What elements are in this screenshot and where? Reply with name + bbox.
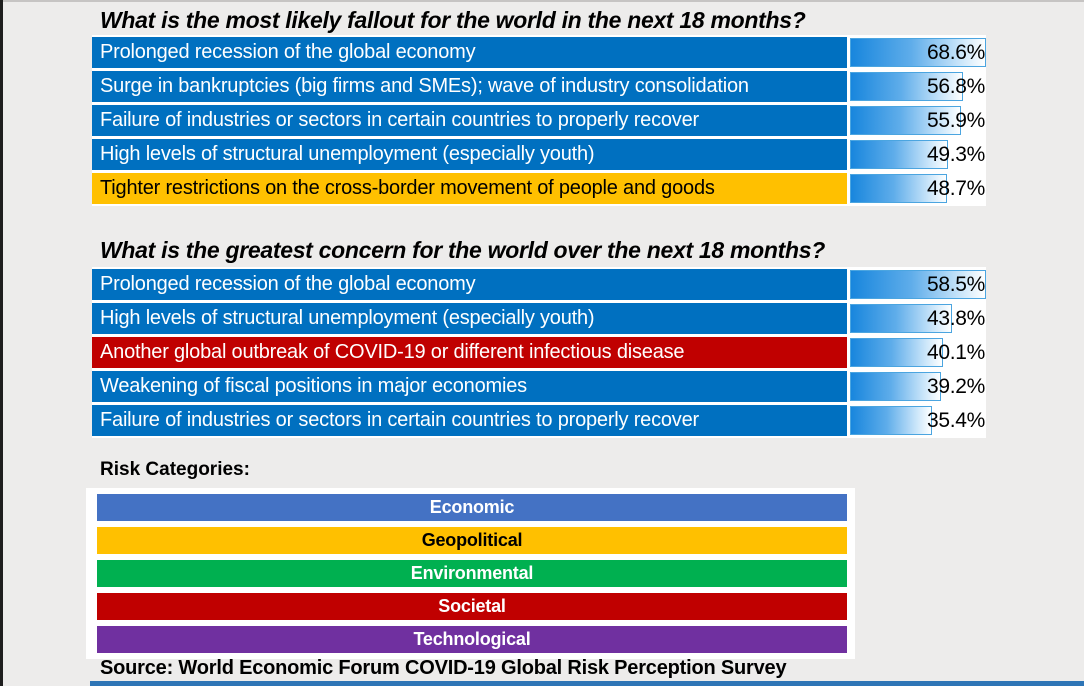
row-label: Failure of industries or sectors in cert… [92, 105, 847, 136]
bar-area: 58.5% [850, 269, 986, 300]
value-label: 55.9% [926, 109, 985, 132]
row-label: Surge in bankruptcies (big firms and SME… [92, 71, 847, 102]
data-bar [850, 140, 948, 169]
data-bar [850, 338, 944, 367]
chart-row: Failure of industries or sectors in cert… [92, 405, 986, 436]
data-bar [850, 174, 947, 203]
data-bar [850, 270, 986, 299]
bar-area: 40.1% [850, 337, 986, 368]
value-label: 58.5% [926, 273, 985, 296]
bar-area: 55.9% [850, 105, 986, 136]
value-label: 49.3% [926, 143, 985, 166]
section-1-bar-chart: Prolonged recession of the global econom… [92, 35, 986, 206]
left-border-line [0, 0, 3, 686]
legend-item-geopolitical: Geopolitical [97, 527, 847, 554]
value-label: 56.8% [926, 75, 985, 98]
top-border-line [0, 0, 1084, 2]
data-bar [850, 372, 942, 401]
data-bar [850, 406, 933, 435]
chart-row: High levels of structural unemployment (… [92, 303, 986, 334]
bar-area: 39.2% [850, 371, 986, 402]
chart-row: Failure of industries or sectors in cert… [92, 105, 986, 136]
legend-title: Risk Categories: [100, 459, 250, 480]
row-label: High levels of structural unemployment (… [92, 303, 847, 334]
data-bar [850, 38, 986, 67]
bar-area: 48.7% [850, 173, 986, 204]
row-label: Prolonged recession of the global econom… [92, 37, 847, 68]
value-label: 40.1% [926, 341, 985, 364]
chart-row: Another global outbreak of COVID-19 or d… [92, 337, 986, 368]
data-bar [850, 304, 952, 333]
chart-row: Tighter restrictions on the cross-border… [92, 173, 986, 204]
row-label: Weakening of fiscal positions in major e… [92, 371, 847, 402]
bar-area: 35.4% [850, 405, 986, 436]
chart-row: Surge in bankruptcies (big firms and SME… [92, 71, 986, 102]
legend-item-societal: Societal [97, 593, 847, 620]
section-2-title: What is the greatest concern for the wor… [100, 237, 825, 263]
chart-row: Weakening of fiscal positions in major e… [92, 371, 986, 402]
value-label: 35.4% [926, 409, 985, 432]
chart-row: High levels of structural unemployment (… [92, 139, 986, 170]
data-bar [850, 72, 963, 101]
value-label: 48.7% [926, 177, 985, 200]
bottom-accent-strip [90, 681, 1084, 686]
legend-item-technological: Technological [97, 626, 847, 653]
row-label: Another global outbreak of COVID-19 or d… [92, 337, 847, 368]
row-label: Prolonged recession of the global econom… [92, 269, 847, 300]
bar-area: 49.3% [850, 139, 986, 170]
section-1-title: What is the most likely fallout for the … [100, 7, 806, 33]
chart-row: Prolonged recession of the global econom… [92, 269, 986, 300]
row-label: High levels of structural unemployment (… [92, 139, 847, 170]
value-label: 39.2% [926, 375, 985, 398]
bar-area: 43.8% [850, 303, 986, 334]
row-label: Failure of industries or sectors in cert… [92, 405, 847, 436]
value-label: 68.6% [926, 41, 985, 64]
bar-area: 68.6% [850, 37, 986, 68]
chart-row: Prolonged recession of the global econom… [92, 37, 986, 68]
section-2-bar-chart: Prolonged recession of the global econom… [92, 267, 986, 438]
bar-area: 56.8% [850, 71, 986, 102]
legend-item-economic: Economic [97, 494, 847, 521]
source-note: Source: World Economic Forum COVID-19 Gl… [100, 657, 787, 679]
risk-category-legend: Economic Geopolitical Environmental Soci… [86, 488, 855, 659]
row-label: Tighter restrictions on the cross-border… [92, 173, 847, 204]
value-label: 43.8% [926, 307, 985, 330]
data-bar [850, 106, 961, 135]
legend-item-environmental: Environmental [97, 560, 847, 587]
